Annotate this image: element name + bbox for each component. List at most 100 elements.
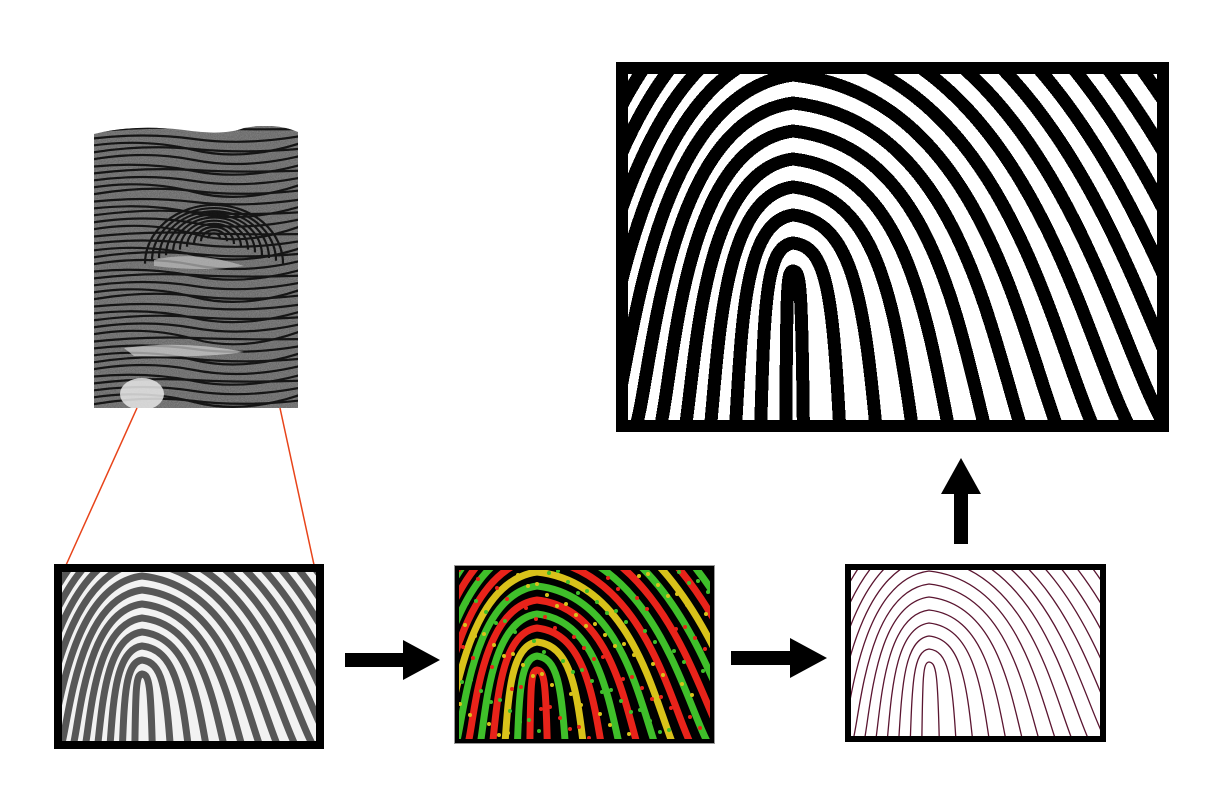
enhancement-speckle <box>658 730 662 734</box>
enhancement-speckle <box>510 687 514 691</box>
enhancement-speckle <box>683 625 687 629</box>
ridge-line <box>628 74 1098 420</box>
ridge-line <box>62 572 280 741</box>
enhancement-speckle <box>547 571 551 575</box>
enhanced-fingerprint-panel <box>454 565 715 744</box>
enhancement-speckle <box>476 577 480 581</box>
enhancement-speckle <box>566 580 570 584</box>
ridge-line <box>679 152 954 420</box>
ridge-line <box>459 570 710 719</box>
enhancement-speckle <box>469 678 473 682</box>
ridge-line <box>514 652 569 739</box>
ridge-line <box>501 638 587 739</box>
ridge-line <box>655 124 990 420</box>
enhancement-speckle <box>553 626 557 630</box>
enhancement-speckle <box>696 579 700 583</box>
enhancement-speckle <box>494 621 498 625</box>
enhancement-speckle <box>506 731 510 735</box>
enhancement-speckle <box>637 574 641 578</box>
enhancement-speckle <box>622 642 626 646</box>
ridge-line <box>459 570 675 739</box>
enhancement-speckle <box>630 675 634 679</box>
enhancement-speckle <box>492 643 496 647</box>
ridge-line <box>62 572 316 724</box>
enhancement-speckle <box>482 632 486 636</box>
enhancement-speckle <box>505 597 509 601</box>
enhancement-speckle <box>511 652 515 656</box>
enhancement-speckle <box>638 708 642 712</box>
enhancement-speckle <box>490 665 494 669</box>
enhancement-speckle <box>516 573 520 577</box>
enhancement-speckle <box>643 629 647 633</box>
enhancement-speckle <box>585 589 589 593</box>
enhancement-speckle <box>518 720 522 724</box>
ridge-line <box>62 586 262 741</box>
enhancement-speckle <box>629 710 633 714</box>
enhancement-speckle <box>653 640 657 644</box>
enhancement-speckle <box>693 636 697 640</box>
ridge-line <box>465 596 640 739</box>
enhancement-speckle <box>500 676 504 680</box>
enhancement-speckle <box>680 682 684 686</box>
enhancement-speckle <box>571 670 575 674</box>
enhancement-speckle <box>529 696 533 700</box>
ridge-line <box>628 74 1157 420</box>
enhancement-speckle <box>532 639 536 643</box>
enhancement-speckle <box>608 723 612 727</box>
enhancement-speckle <box>569 692 573 696</box>
ridge-line <box>909 648 957 736</box>
enhancement-speckle <box>572 635 576 639</box>
enhancement-speckle <box>534 617 538 621</box>
ridge-line <box>82 614 227 741</box>
enhancement-speckle <box>564 602 568 606</box>
enhancement-speckle <box>531 674 535 678</box>
ridge-line <box>62 572 298 741</box>
enhancement-speckle <box>513 630 517 634</box>
ridge-line <box>851 570 1100 731</box>
ridge-line <box>477 610 622 739</box>
ridge-line <box>489 624 604 739</box>
enhancement-speckle <box>640 686 644 690</box>
enhancement-speckle <box>650 697 654 701</box>
enhancement-speckle <box>698 726 702 730</box>
enhancement-speckle <box>542 650 546 654</box>
enhancement-speckle <box>669 706 673 710</box>
enhancement-speckle <box>524 606 528 610</box>
enhancement-speckle <box>695 614 699 618</box>
enhancement-speckle <box>624 620 628 624</box>
enhancement-speckle <box>587 736 591 739</box>
cropped-fingerprint-panel <box>54 564 324 749</box>
ridge-line <box>851 570 1088 736</box>
enhancement-speckle <box>556 570 560 573</box>
ridge-line <box>921 661 940 736</box>
enhancement-speckle <box>561 659 565 663</box>
enhancement-speckle <box>605 611 609 615</box>
enhancement-speckle <box>666 594 670 598</box>
ridge-line <box>898 635 973 736</box>
enhancement-speckle <box>627 732 631 736</box>
enhancement-speckle <box>677 570 681 574</box>
enhancement-speckle <box>688 715 692 719</box>
enhancement-speckle <box>481 667 485 671</box>
enhancement-speckle <box>568 727 572 731</box>
ridge-line <box>864 596 1023 736</box>
enhancement-speckle <box>632 653 636 657</box>
enhancement-speckle <box>521 663 525 667</box>
enhancement-speckle <box>598 712 602 716</box>
enhancement-speckle <box>479 689 483 693</box>
ridge-line <box>875 609 1006 736</box>
enhancement-speckle <box>675 592 679 596</box>
enhancement-speckle <box>580 668 584 672</box>
enhancement-speckle <box>579 703 583 707</box>
ridge-line <box>62 572 315 741</box>
enhancement-speckle <box>656 583 660 587</box>
ridge-line <box>851 570 1100 693</box>
ridge-line <box>729 208 882 420</box>
zoom-line-left <box>61 407 138 575</box>
ridge-line <box>853 583 1039 736</box>
enhancement-speckle <box>685 603 689 607</box>
enhancement-speckle <box>555 604 559 608</box>
arrow-up-icon <box>941 458 981 544</box>
enhancement-speckle <box>600 690 604 694</box>
enhancement-speckle <box>674 627 678 631</box>
